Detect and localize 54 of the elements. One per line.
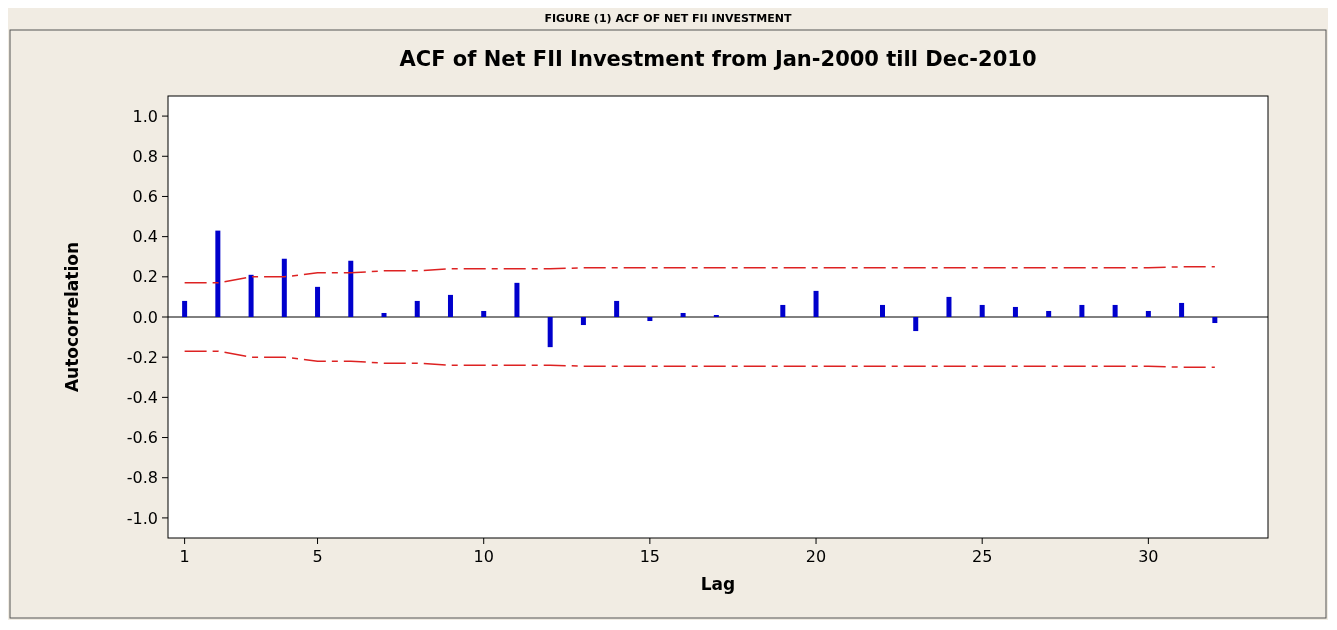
bar xyxy=(1079,304,1085,317)
x-tick-label: 10 xyxy=(473,547,494,566)
bar xyxy=(281,258,287,317)
x-tick-label: 30 xyxy=(1138,547,1159,566)
bar xyxy=(248,274,254,317)
y-tick-label: -0.6 xyxy=(126,428,158,448)
bar xyxy=(1046,310,1052,317)
bar xyxy=(1145,310,1151,317)
y-axis-title: Autocorrelation xyxy=(62,241,82,393)
y-tick-label: -0.8 xyxy=(126,468,158,488)
bar xyxy=(946,296,952,317)
bar xyxy=(713,314,719,317)
bar xyxy=(215,230,221,317)
bar xyxy=(880,304,885,317)
x-tick-label: 20 xyxy=(805,547,827,566)
bar xyxy=(381,312,387,317)
bar xyxy=(315,286,321,317)
x-tick-label: 25 xyxy=(972,547,993,566)
bar xyxy=(1179,302,1185,317)
bar xyxy=(680,312,686,317)
line-series xyxy=(183,350,1216,368)
text: FIGURE (1) ACF OF NET FII INVESTMENT xyxy=(544,12,793,25)
bar xyxy=(514,282,520,317)
y-tick-label: 0.2 xyxy=(132,267,158,287)
x-tick-label: 5 xyxy=(312,547,323,566)
y-tick-label: -0.2 xyxy=(126,347,158,367)
bar xyxy=(348,260,354,317)
bar xyxy=(614,300,620,317)
y-tick-label: -1.0 xyxy=(126,508,158,528)
y-tick-label: 0.0 xyxy=(132,307,158,327)
bar xyxy=(182,300,188,317)
bar xyxy=(1012,306,1018,317)
x-axis-title: Lag xyxy=(700,574,736,594)
x-tick-label: 1 xyxy=(179,547,190,566)
bar xyxy=(780,304,786,317)
y-tick-label: -0.4 xyxy=(126,387,158,407)
bar xyxy=(979,304,985,317)
bar xyxy=(813,290,819,317)
chart-title: ACF of Net FII Investment from Jan-2000 till Dec-2010 xyxy=(399,47,1037,71)
bar xyxy=(447,294,453,317)
y-tick-label: 0.8 xyxy=(132,146,158,166)
x-tick-label: 15 xyxy=(639,547,661,566)
bar xyxy=(1112,304,1118,317)
line-series xyxy=(183,266,1216,284)
bar xyxy=(913,317,919,332)
y-tick-label: 0.4 xyxy=(132,227,158,247)
bar xyxy=(547,317,553,348)
bar xyxy=(580,317,586,326)
bar xyxy=(647,317,653,322)
y-tick-label: 1.0 xyxy=(132,106,158,126)
bar xyxy=(414,300,420,317)
bar xyxy=(481,310,487,317)
bar xyxy=(1212,317,1218,324)
y-tick-label: 0.6 xyxy=(132,187,158,207)
